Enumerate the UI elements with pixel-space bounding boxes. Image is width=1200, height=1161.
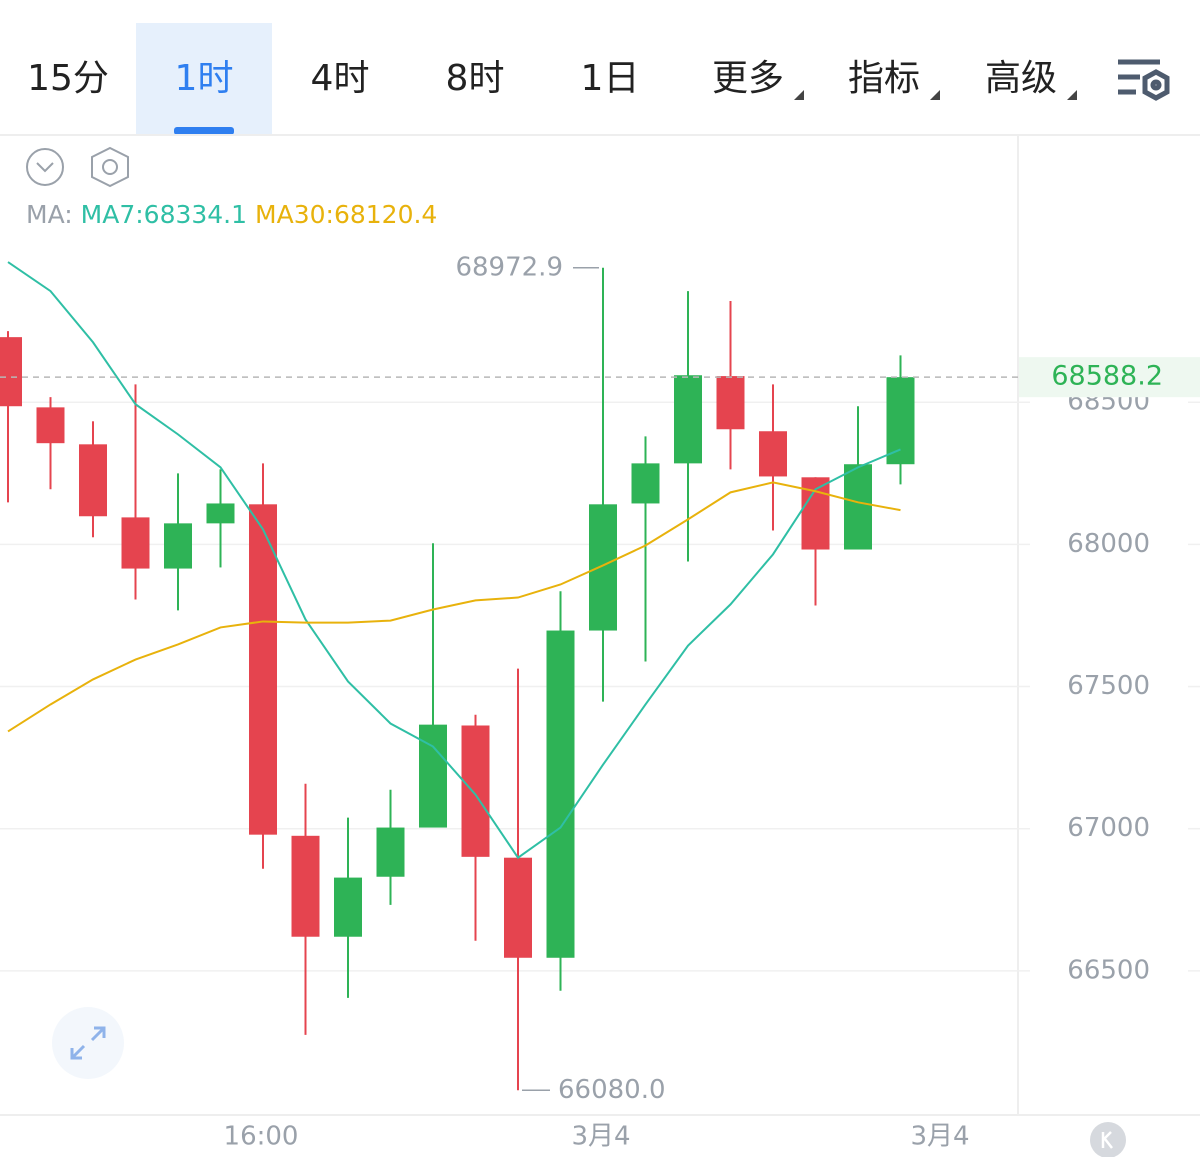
candle-body (36, 407, 65, 444)
candle-body (631, 463, 660, 504)
ma-line (7, 481, 901, 733)
ma-legend: MA: MA7:68334.1 MA30:68120.4 (26, 200, 437, 229)
candle-body (716, 376, 745, 430)
plot: 665006700067500680006850068588.268972.96… (0, 252, 1200, 1105)
last-price-label: 68588.2 (1051, 361, 1163, 392)
candle-body (759, 431, 787, 477)
candle-body (206, 503, 235, 524)
y-tick-label: 68000 (1067, 529, 1150, 559)
last-price-box (1019, 357, 1200, 398)
min-label: 66080.0 (558, 1075, 666, 1105)
legend-item: MA30:68120.4 (255, 200, 437, 229)
k-button[interactable] (1090, 1122, 1126, 1158)
tab[interactable]: 1时 (175, 58, 234, 99)
candle-body (121, 517, 150, 569)
legend-item: MA: (26, 200, 73, 229)
candle-body (546, 630, 575, 958)
max-label: 68972.9 (455, 252, 563, 282)
tab-selected-bg (136, 23, 272, 135)
x-tick-label: 3月4 (571, 1122, 630, 1152)
legend-item: MA7:68334.1 (81, 200, 247, 229)
candle-body (249, 504, 277, 835)
x-tick-label: 16:00 (224, 1122, 299, 1152)
candle-body (164, 523, 192, 569)
menu[interactable]: 高级 (985, 58, 1057, 99)
candle-body (461, 725, 490, 857)
menu-caret (930, 90, 940, 100)
x-tick-label: 3月4 (910, 1122, 969, 1152)
candle-body (334, 877, 362, 937)
candle-body (589, 504, 617, 631)
expand-button[interactable] (52, 1007, 124, 1079)
y-tick-label: 66500 (1067, 955, 1150, 985)
y-tick-label: 67000 (1067, 813, 1150, 843)
tab-indicator (174, 127, 234, 135)
menu[interactable]: 更多 (712, 58, 784, 99)
candle-body (504, 857, 532, 958)
candle-body (674, 375, 702, 464)
candle-body (376, 827, 405, 877)
tab[interactable]: 1日 (581, 58, 640, 99)
candle-body (844, 464, 872, 550)
ma-line (7, 261, 901, 860)
candle-body (79, 444, 107, 517)
settings-icon[interactable] (1118, 59, 1170, 101)
candle-body (419, 724, 447, 828)
menu-caret (1067, 90, 1077, 100)
tab[interactable]: 8时 (446, 58, 505, 99)
candle-body (0, 337, 22, 407)
y-tick-label: 67500 (1067, 671, 1150, 701)
collapse-icon[interactable] (26, 148, 64, 186)
settings-hex-icon[interactable] (91, 146, 129, 188)
menu-caret (794, 90, 804, 100)
tab[interactable]: 15分 (27, 58, 109, 99)
candle-body (291, 835, 320, 937)
tab[interactable]: 4时 (311, 58, 370, 99)
menu[interactable]: 指标 (848, 58, 920, 99)
candle-body (886, 377, 915, 465)
